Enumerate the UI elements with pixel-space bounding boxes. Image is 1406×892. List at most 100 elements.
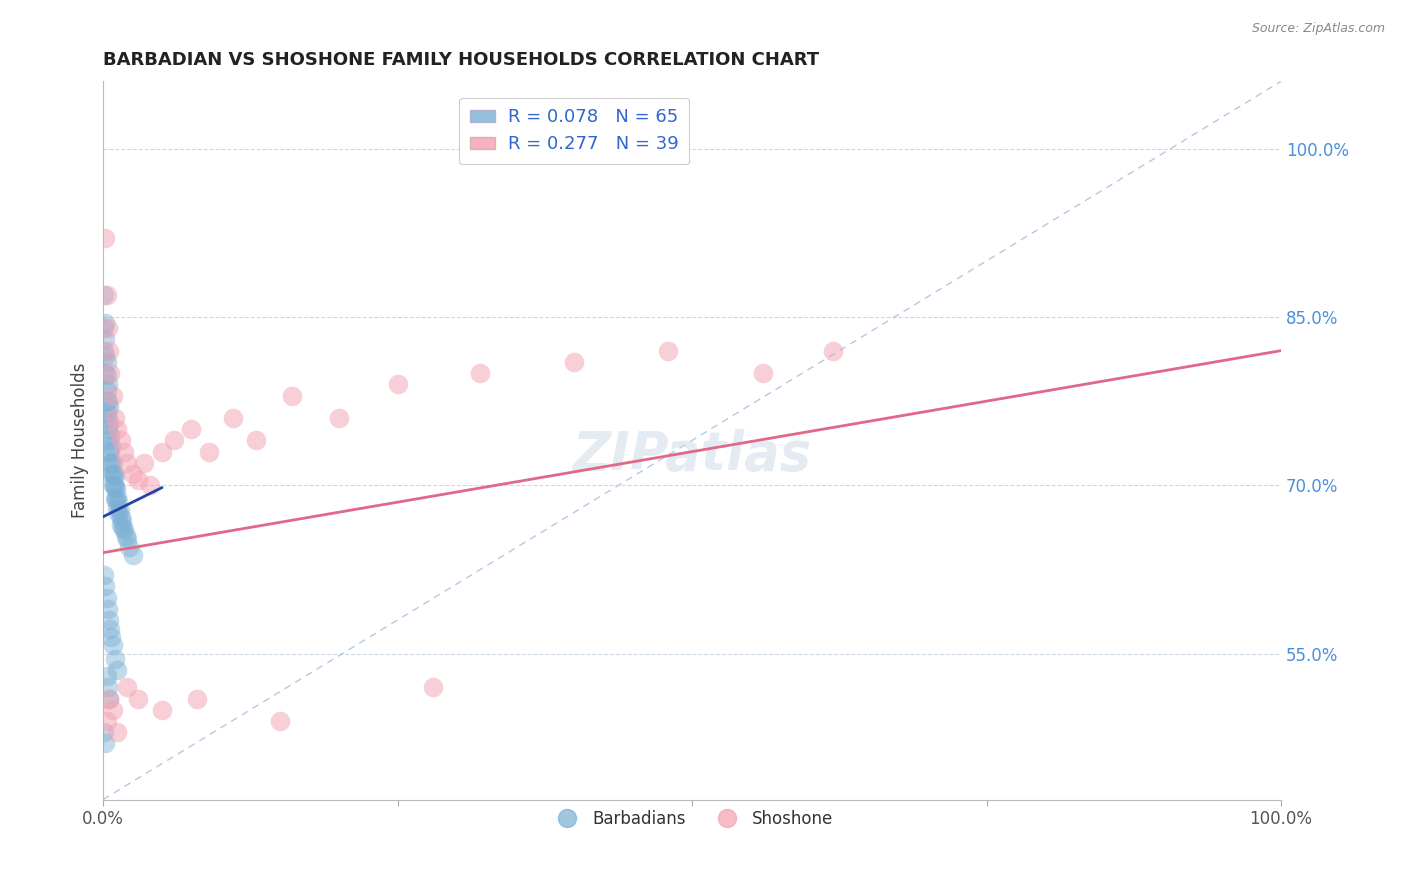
Point xyxy=(562,355,585,369)
Point xyxy=(823,343,845,358)
Point xyxy=(96,714,118,728)
Point xyxy=(105,481,128,495)
Point xyxy=(150,703,173,717)
Text: ZIPatlas: ZIPatlas xyxy=(572,429,811,481)
Point xyxy=(101,638,124,652)
Text: Source: ZipAtlas.com: Source: ZipAtlas.com xyxy=(1251,22,1385,36)
Point xyxy=(115,532,138,546)
Point xyxy=(115,681,138,695)
Point xyxy=(104,411,127,425)
Point xyxy=(105,664,128,678)
Point xyxy=(93,725,115,739)
Point xyxy=(163,434,186,448)
Point xyxy=(93,321,115,335)
Point xyxy=(107,495,129,509)
Point xyxy=(127,691,149,706)
Point xyxy=(96,383,118,397)
Point xyxy=(328,411,350,425)
Point xyxy=(105,725,128,739)
Point xyxy=(105,491,128,506)
Point xyxy=(127,473,149,487)
Point xyxy=(104,481,127,495)
Point xyxy=(97,681,120,695)
Point xyxy=(97,377,120,392)
Point xyxy=(110,517,132,532)
Point xyxy=(657,343,679,358)
Point xyxy=(100,467,122,482)
Point xyxy=(96,355,118,369)
Point xyxy=(115,456,138,470)
Point xyxy=(96,591,118,605)
Point xyxy=(98,400,121,414)
Point xyxy=(100,439,122,453)
Point xyxy=(94,316,117,330)
Point xyxy=(96,368,118,383)
Point xyxy=(98,613,121,627)
Point xyxy=(97,321,120,335)
Point xyxy=(98,434,121,448)
Point xyxy=(105,500,128,515)
Point xyxy=(100,630,122,644)
Point xyxy=(98,622,121,636)
Point xyxy=(468,366,491,380)
Point xyxy=(98,366,121,380)
Point xyxy=(101,478,124,492)
Point xyxy=(118,540,141,554)
Point xyxy=(96,405,118,419)
Point xyxy=(121,548,143,562)
Point xyxy=(110,509,132,524)
Point xyxy=(97,394,120,409)
Point xyxy=(134,456,156,470)
Point xyxy=(94,736,117,750)
Point xyxy=(93,343,115,358)
Point xyxy=(94,349,117,363)
Point xyxy=(97,601,120,615)
Point xyxy=(97,422,120,436)
Point xyxy=(98,444,121,458)
Point xyxy=(104,652,127,666)
Point xyxy=(111,514,134,528)
Point xyxy=(94,579,117,593)
Point xyxy=(150,444,173,458)
Point xyxy=(93,287,115,301)
Point xyxy=(101,388,124,402)
Point xyxy=(98,444,121,458)
Point xyxy=(269,714,291,728)
Point xyxy=(93,568,115,582)
Point xyxy=(98,343,121,358)
Point xyxy=(98,691,121,706)
Point xyxy=(186,691,208,706)
Point xyxy=(245,434,267,448)
Point xyxy=(180,422,202,436)
Point xyxy=(101,703,124,717)
Point xyxy=(96,669,118,683)
Point xyxy=(98,456,121,470)
Point xyxy=(104,491,127,506)
Point xyxy=(101,456,124,470)
Point xyxy=(103,478,125,492)
Point xyxy=(98,691,121,706)
Point xyxy=(112,444,135,458)
Point xyxy=(94,366,117,380)
Point xyxy=(121,467,143,482)
Point xyxy=(96,394,118,409)
Point xyxy=(107,507,129,521)
Point xyxy=(221,411,243,425)
Point xyxy=(98,427,121,442)
Point xyxy=(198,444,221,458)
Point xyxy=(139,478,162,492)
Point xyxy=(96,287,118,301)
Y-axis label: Family Households: Family Households xyxy=(72,363,89,518)
Point xyxy=(104,469,127,483)
Legend: Barbadians, Shoshone: Barbadians, Shoshone xyxy=(544,803,841,834)
Text: BARBADIAN VS SHOSHONE FAMILY HOUSEHOLDS CORRELATION CHART: BARBADIAN VS SHOSHONE FAMILY HOUSEHOLDS … xyxy=(103,51,820,69)
Point xyxy=(108,503,131,517)
Point xyxy=(387,377,409,392)
Point xyxy=(114,529,136,543)
Point xyxy=(105,422,128,436)
Point xyxy=(105,490,128,504)
Point xyxy=(103,467,125,482)
Point xyxy=(100,456,122,470)
Point xyxy=(280,388,302,402)
Point xyxy=(101,467,124,482)
